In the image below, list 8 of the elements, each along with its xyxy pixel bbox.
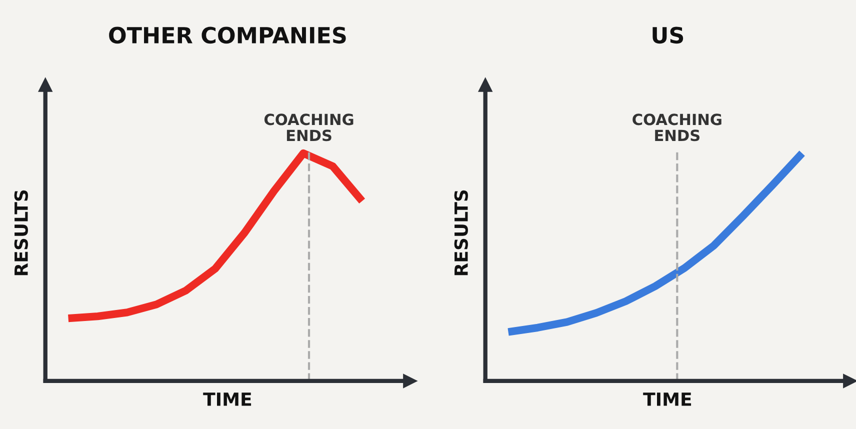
x-axis-title: TIME [643, 392, 692, 406]
y-axis-title: RESULTS [454, 190, 468, 276]
text: COACHING ENDS [264, 114, 354, 142]
x-axis-title: TIME [203, 392, 252, 406]
chart-title: OTHER COMPANIES [109, 26, 346, 44]
chart-title: US [652, 26, 684, 44]
y-axis-title: RESULTS [14, 190, 28, 276]
text: COACHING ENDS [632, 114, 722, 142]
